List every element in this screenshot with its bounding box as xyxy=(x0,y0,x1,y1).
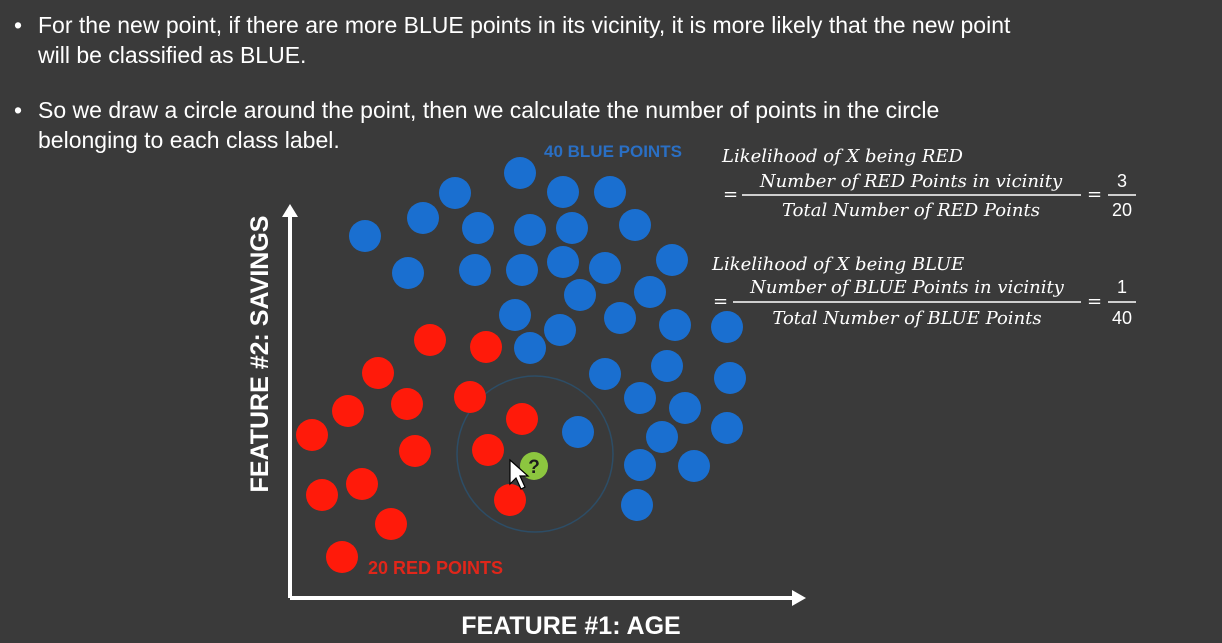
blue-point xyxy=(514,332,546,364)
bullet-marker: • xyxy=(14,12,23,38)
blue-point xyxy=(462,212,494,244)
blue-points-group xyxy=(349,157,746,521)
blue-point xyxy=(624,449,656,481)
blue-point xyxy=(544,314,576,346)
blue-point xyxy=(656,244,688,276)
red-likelihood-formula: Likelihood of X being RED = Number of RE… xyxy=(721,146,1136,221)
new-point-label: ? xyxy=(528,457,540,478)
red-formula-numerator: Number of RED Points in vicinity xyxy=(759,171,1063,192)
blue-point xyxy=(407,202,439,234)
bullet-1-line-1: For the new point, if there are more BLU… xyxy=(38,12,1011,38)
red-point xyxy=(306,479,338,511)
blue-formula-title: Likelihood of X being BLUE xyxy=(711,254,964,275)
blue-point xyxy=(514,214,546,246)
blue-point xyxy=(651,350,683,382)
mouse-cursor-icon xyxy=(509,458,530,490)
red-point xyxy=(326,541,358,573)
red-point xyxy=(494,484,526,516)
x-axis-arrow-icon xyxy=(792,590,806,606)
red-point xyxy=(399,435,431,467)
red-formula-equals: = xyxy=(723,184,738,205)
red-points-group xyxy=(296,324,538,573)
blue-point xyxy=(621,489,653,521)
blue-point xyxy=(659,309,691,341)
blue-point xyxy=(624,382,656,414)
y-axis-label: FEATURE #2: SAVINGS xyxy=(246,216,274,493)
red-points-label: 20 RED POINTS xyxy=(368,558,503,578)
bullet-2-line-2: belonging to each class label. xyxy=(38,127,340,153)
blue-point xyxy=(439,177,471,209)
bullet-2: • So we draw a circle around the point, … xyxy=(14,95,1218,155)
y-axis-arrow-icon xyxy=(282,204,298,217)
blue-point xyxy=(547,176,579,208)
blue-formula-denominator: Total Number of BLUE Points xyxy=(772,308,1041,329)
blue-formula-result-numerator: 1 xyxy=(1117,277,1127,297)
blue-likelihood-formula: Likelihood of X being BLUE = Number of B… xyxy=(711,254,1136,329)
bullet-1: • For the new point, if there are more B… xyxy=(14,10,1218,70)
blue-point xyxy=(506,254,538,286)
blue-formula-numerator: Number of BLUE Points in vicinity xyxy=(749,277,1065,298)
red-point xyxy=(414,324,446,356)
blue-point xyxy=(499,299,531,331)
red-formula-title: Likelihood of X being RED xyxy=(721,146,964,167)
red-formula-denominator: Total Number of RED Points xyxy=(782,200,1040,221)
red-point xyxy=(362,357,394,389)
bullet-2-line-1: So we draw a circle around the point, th… xyxy=(38,97,940,123)
red-point xyxy=(470,331,502,363)
blue-point xyxy=(604,302,636,334)
blue-point xyxy=(589,358,621,390)
blue-formula-result-denominator: 40 xyxy=(1112,308,1132,328)
blue-point xyxy=(714,362,746,394)
blue-point xyxy=(547,246,579,278)
blue-formula-equals: = xyxy=(713,291,728,312)
x-axis-label: FEATURE #1: AGE xyxy=(461,612,680,640)
blue-points-label: 40 BLUE POINTS xyxy=(544,142,682,161)
blue-point xyxy=(504,157,536,189)
bullet-marker: • xyxy=(14,97,23,123)
blue-point xyxy=(711,311,743,343)
blue-point xyxy=(392,257,424,289)
blue-point xyxy=(678,450,710,482)
blue-point xyxy=(634,276,666,308)
blue-point xyxy=(564,279,596,311)
blue-point xyxy=(646,421,678,453)
red-formula-result-numerator: 3 xyxy=(1117,171,1127,191)
blue-point xyxy=(589,252,621,284)
red-point xyxy=(296,419,328,451)
vicinity-circle xyxy=(456,375,614,533)
new-point xyxy=(520,452,548,480)
blue-point xyxy=(349,220,381,252)
red-formula-result-denominator: 20 xyxy=(1112,200,1132,220)
blue-point xyxy=(711,412,743,444)
blue-point xyxy=(459,254,491,286)
red-point xyxy=(346,468,378,500)
red-point xyxy=(391,388,423,420)
blue-point xyxy=(619,209,651,241)
bullet-1-line-2: will be classified as BLUE. xyxy=(38,42,307,68)
blue-point xyxy=(594,176,626,208)
red-point xyxy=(332,395,364,427)
red-point xyxy=(375,508,407,540)
red-formula-equals-2: = xyxy=(1087,184,1102,205)
blue-point xyxy=(556,212,588,244)
red-point xyxy=(454,381,486,413)
red-point xyxy=(472,434,504,466)
blue-point xyxy=(562,416,594,448)
red-point xyxy=(506,403,538,435)
blue-point xyxy=(669,392,701,424)
blue-formula-equals-2: = xyxy=(1087,291,1102,312)
